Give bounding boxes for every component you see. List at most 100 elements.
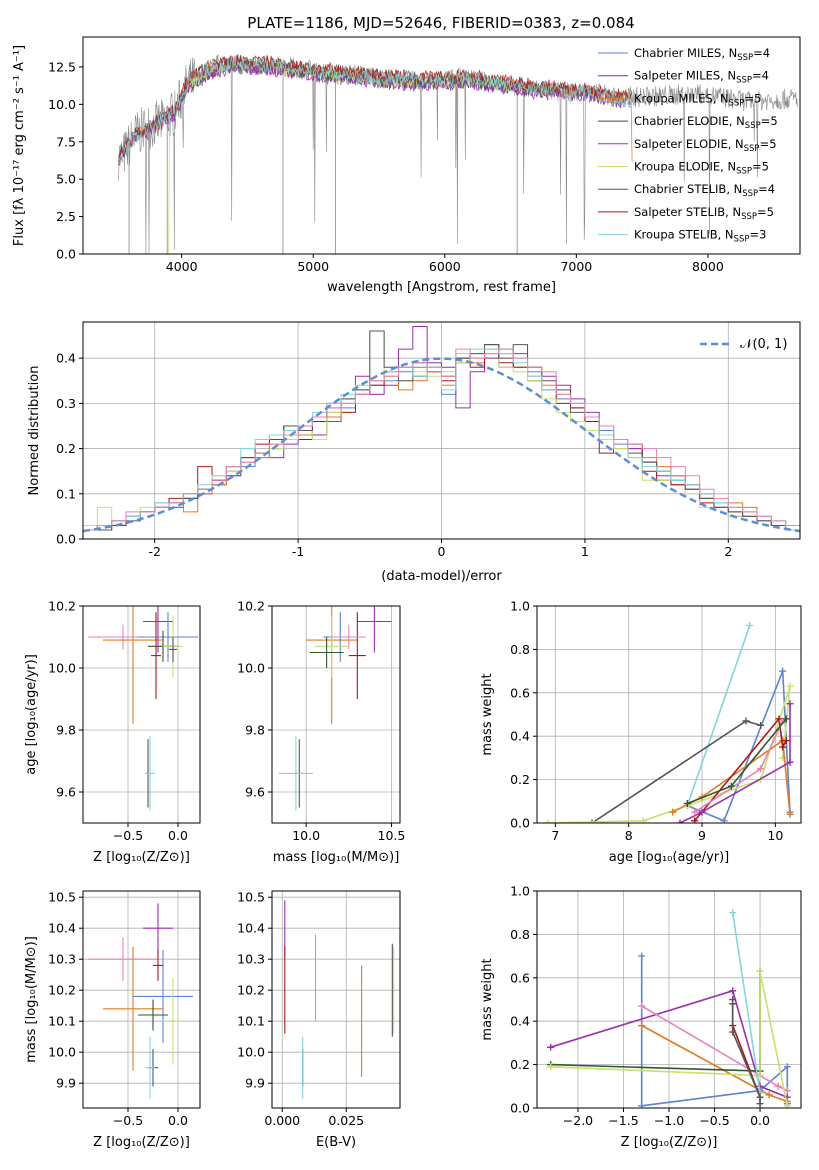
mass-weight-line: [679, 703, 791, 823]
y-tick-label: 0.3: [56, 396, 76, 411]
x-tick-label: −2.0: [563, 1113, 593, 1128]
mass-weight-marker: [720, 817, 728, 823]
mass-weight-marker: [786, 682, 794, 690]
model-spectrum-8: [118, 56, 632, 162]
x-axis-label: (data-model)/error: [381, 569, 502, 584]
spectrum-plot-area: [118, 53, 798, 254]
y-tick-label: 10.1: [237, 1014, 265, 1029]
y-axis-label: mass weight: [480, 958, 495, 1040]
y-tick-label: 10.0: [48, 661, 76, 676]
y-tick-label: 10.5: [237, 890, 265, 905]
mass-weight-marker: [783, 1102, 791, 1108]
y-tick-label: 12.5: [48, 59, 76, 74]
x-tick-label: 4000: [166, 259, 198, 274]
x-tick-label: 0.025: [328, 1113, 364, 1128]
mass-weight-line: [731, 912, 761, 1108]
mass-weight-marker: [783, 1063, 791, 1071]
y-tick-label: 9.9: [245, 1076, 265, 1091]
x-tick-label: −0.5: [113, 1113, 143, 1128]
axes-frame: [536, 605, 802, 824]
x-tick-label: −0.5: [699, 1113, 729, 1128]
mass-weight-marker: [765, 1091, 773, 1099]
mass-weight-marker: [742, 717, 750, 725]
mass-weight-marker: [757, 765, 765, 773]
legend-label: Chabrier MILES, NSSP=4: [634, 46, 770, 63]
x-tick-label: 7: [551, 828, 559, 843]
x-tick-label: 10.5: [378, 828, 406, 843]
mass-weight-marker: [729, 996, 737, 1003]
mass-weight-line: [686, 625, 751, 806]
y-tick-label: 10.1: [48, 1014, 76, 1029]
mass-weight-marker: [786, 758, 794, 766]
axes-frame: [82, 36, 801, 255]
mass-weight-line: [694, 716, 787, 822]
mass-weight-marker: [782, 737, 790, 745]
y-tick-label: 10.0: [48, 97, 76, 112]
mass-weight-line: [550, 971, 789, 1106]
x-tick-label: 7000: [560, 259, 592, 274]
x-axis-label: age [log₁₀(age/yr)]: [609, 850, 730, 865]
model-spectrum-6: [118, 54, 632, 163]
mass-weight-marker: [782, 715, 790, 723]
mass-weight-marker: [757, 721, 765, 729]
x-tick-label: -2: [148, 544, 160, 559]
x-tick-label: −1.0: [654, 1113, 684, 1128]
mw-Z-panel: −2.0 −1.5 −1.0 −0.5 0.0 0.0 0.2 0.4 0.6 0.8 1.0 Z […: [480, 884, 802, 1150]
y-axis-label: Normed distribution: [27, 366, 42, 496]
mass-weight-marker: [691, 817, 699, 823]
mass-weight-marker: [588, 819, 596, 823]
y-tick-label: 9.8: [56, 723, 76, 738]
legend-label: Salpeter STELIB, NSSP=5: [634, 205, 774, 222]
y-tick-label: 10.3: [237, 952, 265, 967]
y-tick-label: 1.0: [510, 599, 530, 614]
x-tick-label: 6000: [429, 259, 461, 274]
mass-weight-line: [550, 989, 788, 1098]
mass-weight-marker: [729, 1028, 737, 1036]
errbar-plot-area: [278, 606, 392, 811]
x-tick-label: -1: [292, 544, 304, 559]
x-tick-label: 0.000: [264, 1113, 300, 1128]
y-tick-label: 10.4: [237, 921, 265, 936]
y-axis-label: mass [log₁₀(M/M⊙)]: [24, 936, 39, 1063]
x-tick-label: 8: [625, 828, 633, 843]
legend-label: Salpeter ELODIE, NSSP=5: [634, 137, 777, 154]
residual-panel: -2 -1 0 1 2 0.0 0.1 0.2 0.3 0.4 (data-model)/error…: [27, 321, 801, 584]
x-tick-label: 0.0: [168, 1113, 188, 1128]
mass-weight-marker: [746, 622, 754, 630]
y-tick-label: 0.8: [510, 927, 530, 942]
y-tick-label: 0.4: [56, 351, 76, 366]
y-tick-label: 5.0: [56, 172, 76, 187]
y-tick-label: 9.6: [56, 785, 76, 800]
errbar-age-mass-panel: 10.0 10.5 9.6 9.8 10.0 10.2 mass [log₁₀(M/M⊙)]: [237, 599, 406, 866]
y-tick-label: 2.5: [56, 209, 76, 224]
y-tick-label: 0.6: [510, 970, 530, 985]
y-tick-label: 0.2: [510, 1057, 530, 1072]
x-axis-label: Z [log₁₀(Z/Z⊙)]: [93, 1135, 190, 1150]
y-tick-label: 1.0: [510, 884, 530, 899]
figure-title: PLATE=1186, MJD=52646, FIBERID=0383, z=0…: [247, 14, 634, 32]
x-tick-label: −1.5: [608, 1113, 638, 1128]
mw-age-panel: 7 8 9 10 0.0 0.2 0.4 0.6 0.8 1.0 age [log₁₀(age/yr…: [480, 599, 802, 865]
mass-weight-marker: [779, 743, 787, 751]
mass-weight-marker: [774, 1082, 782, 1090]
y-tick-label: 10.2: [237, 983, 265, 998]
x-tick-label: −0.5: [113, 828, 143, 843]
mass-weight-plot-area: [544, 622, 794, 823]
y-tick-label: 10.5: [48, 890, 76, 905]
y-tick-label: 9.6: [245, 785, 265, 800]
x-tick-label: 8000: [692, 259, 724, 274]
x-tick-label: 0.0: [168, 828, 188, 843]
mass-weight-marker: [547, 1063, 555, 1071]
axes-frame: [82, 605, 201, 824]
errbar-plot-area: [284, 900, 395, 1099]
mass-weight-marker: [676, 819, 684, 823]
y-tick-label: 9.8: [245, 723, 265, 738]
y-tick-label: 10.2: [48, 599, 76, 614]
mass-weight-marker: [786, 810, 794, 818]
errbar-mass-Z-panel: −0.5 0.0 9.9 10.0 10.1 10.2 10.3 10.4 10.5 Z [log…: [24, 890, 201, 1150]
x-tick-label: 5000: [297, 259, 329, 274]
mass-weight-plot-area: [547, 909, 791, 1108]
mass-weight-marker: [638, 1102, 646, 1108]
axes-frame: [271, 605, 401, 824]
